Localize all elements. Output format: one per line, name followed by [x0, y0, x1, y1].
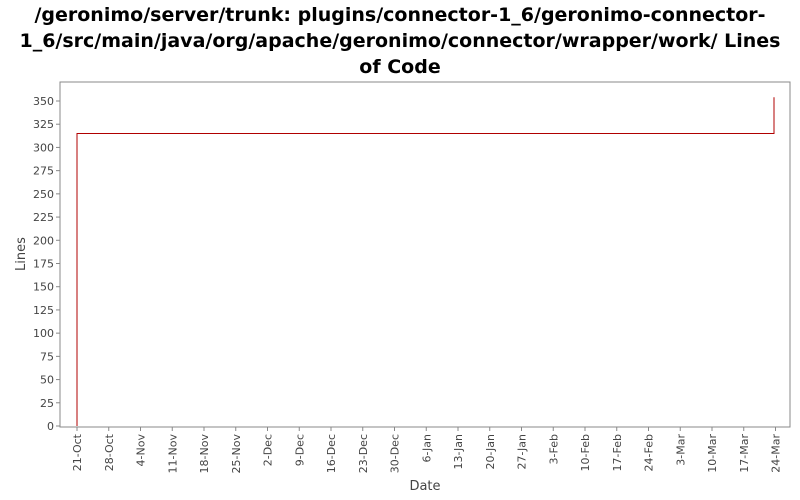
x-tick-label: 11-Nov [166, 434, 179, 474]
x-tick-label: 25-Nov [230, 434, 243, 474]
x-tick-label: 17-Mar [738, 434, 751, 473]
x-tick-label: 28-Oct [103, 433, 116, 471]
chart-title-line-3: of Code [359, 56, 441, 78]
x-tick-label: 10-Mar [706, 434, 719, 473]
x-tick-label: 6-Jan [420, 434, 433, 463]
x-tick-label: 23-Dec [357, 434, 370, 473]
y-tick-label: 250 [33, 188, 54, 201]
x-tick-label: 2-Dec [262, 434, 275, 466]
series-group [76, 97, 775, 426]
x-tick-label: 30-Dec [389, 434, 402, 473]
x-tick-label: 20-Jan [484, 434, 497, 470]
y-tick-label: 275 [33, 165, 54, 178]
x-tick-label: 13-Jan [452, 434, 465, 470]
chart-title-line-1: /geronimo/server/trunk: plugins/connecto… [34, 4, 766, 26]
x-tick-label: 16-Dec [325, 434, 338, 473]
x-tick-label: 3-Feb [547, 434, 560, 464]
y-axis: 0 25 50 75 100 125 150 175 200 225 250 275 300 325 350 [33, 95, 60, 433]
x-tick-label: 3-Mar [674, 434, 687, 466]
y-tick-label: 175 [33, 258, 54, 271]
y-axis-label: Lines [14, 237, 29, 271]
chart-title: /geronimo/server/trunk: plugins/connecto… [0, 2, 800, 80]
y-tick-label: 125 [33, 304, 54, 317]
x-tick-label: 27-Jan [516, 434, 529, 470]
x-tick-label: 24-Feb [643, 434, 656, 471]
y-tick-label: 325 [33, 118, 54, 131]
x-tick-label: 24-Mar [770, 434, 783, 473]
x-tick-label: 4-Nov [135, 434, 148, 467]
x-axis: 21-Oct 28-Oct 4-Nov 11-Nov 18-Nov 25-Nov 2-Dec… [71, 427, 783, 473]
x-tick-label: 9-Dec [293, 434, 306, 466]
y-tick-label: 300 [33, 141, 54, 154]
y-tick-label: 0 [47, 420, 54, 433]
y-tick-label: 50 [40, 374, 54, 387]
x-tick-label: 18-Nov [198, 434, 211, 474]
chart-title-line-2: 1_6/src/main/java/org/apache/geronimo/co… [19, 30, 781, 52]
x-tick-label: 21-Oct [71, 433, 84, 471]
y-tick-label: 25 [40, 397, 54, 410]
x-axis-label: Date [409, 479, 440, 494]
y-tick-label: 75 [40, 350, 54, 363]
series-line [76, 97, 775, 426]
y-tick-label: 150 [33, 281, 54, 294]
plot-area [59, 81, 791, 428]
y-tick-label: 225 [33, 211, 54, 224]
x-tick-label: 10-Feb [579, 434, 592, 471]
x-tick-label: 17-Feb [611, 434, 624, 471]
y-tick-label: 200 [33, 234, 54, 247]
y-tick-label: 350 [33, 95, 54, 108]
y-tick-label: 100 [33, 327, 54, 340]
